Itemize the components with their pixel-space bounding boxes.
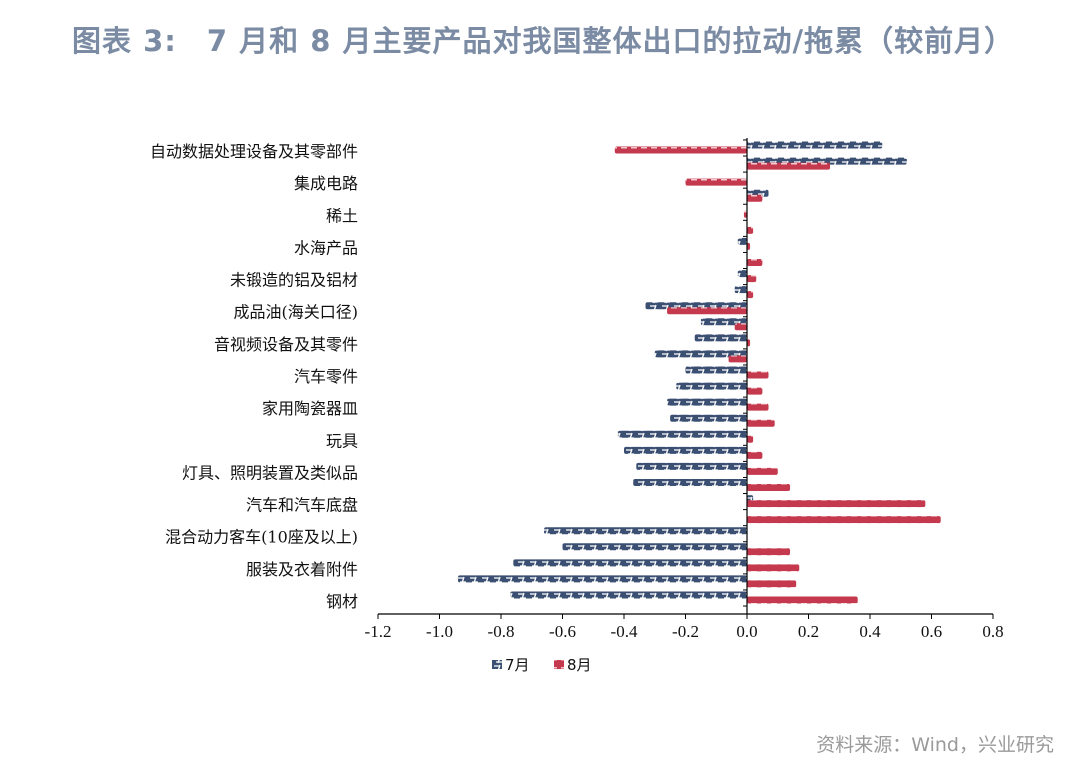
bar-aug-23 (747, 516, 941, 524)
bar-aug-21 (747, 484, 791, 491)
bar-aug-6 (747, 242, 751, 250)
bar-aug-15 (747, 387, 763, 395)
bar-aug-4 (743, 210, 747, 218)
x-tick-label: -0.2 (672, 622, 699, 641)
bar-jul-24 (544, 527, 747, 535)
bar-jul-15 (676, 382, 747, 390)
bar-jul-16 (667, 398, 747, 406)
bar-jul-13 (654, 350, 747, 358)
bar-aug-8 (747, 275, 757, 283)
x-tick-label: 0.4 (859, 622, 881, 641)
category-label: 未锻造的铝及铝材 (230, 271, 358, 290)
bar-aug-20 (747, 467, 778, 475)
bar-aug-28 (747, 596, 858, 604)
bar-aug-3 (747, 194, 763, 202)
bar-aug-10 (667, 307, 747, 315)
bar-jul-12 (694, 334, 747, 342)
legend-label: 7月 (505, 656, 530, 674)
bar-jul-14 (685, 366, 747, 374)
category-label: 集成电路 (294, 174, 358, 193)
bar-aug-1 (747, 162, 831, 170)
bar-aug-14 (747, 371, 769, 379)
x-tick-label: 0.6 (921, 622, 942, 641)
bar-jul-19 (624, 446, 747, 454)
bar-aug-22 (747, 500, 926, 508)
bar-aug-5 (747, 226, 754, 234)
bar-jul-28 (510, 591, 747, 599)
bar-jul-27 (457, 575, 747, 583)
bar-aug-26 (747, 564, 800, 572)
bar-jul-18 (617, 430, 747, 438)
bar-aug-9 (747, 291, 754, 299)
bar-aug-11 (734, 323, 747, 331)
bar-jul-11 (700, 318, 747, 326)
x-tick-label: -1.0 (426, 622, 453, 641)
x-tick-label: -0.4 (611, 622, 638, 641)
bar-aug-7 (747, 259, 763, 266)
x-tick-label: 0.0 (736, 622, 757, 641)
category-label: 水海产品 (294, 238, 358, 257)
bar-aug-25 (747, 548, 791, 556)
bar-aug-13 (728, 355, 747, 363)
category-label: 灯具、照明装置及类似品 (182, 463, 358, 482)
bar-aug-12 (747, 339, 751, 347)
legend-swatch (554, 660, 564, 669)
chart-title: 图表 3: 7 月和 8 月主要产品对我国整体出口的拉动/拖累（较前月） (72, 24, 1015, 58)
bar-jul-8 (737, 270, 747, 278)
bar-jul-17 (670, 414, 747, 422)
bar-aug-17 (747, 419, 775, 427)
bar-jul-25 (562, 543, 747, 551)
bar-jul-20 (636, 462, 747, 470)
x-tick-label: 0.2 (798, 622, 819, 641)
x-tick-label: -0.8 (488, 622, 515, 641)
bar-jul-0 (747, 141, 883, 149)
category-label: 玩具 (326, 431, 358, 450)
bar-jul-6 (737, 237, 747, 245)
x-tick-label: 0.8 (982, 622, 1003, 641)
legend-label: 8月 (567, 656, 592, 674)
category-label: 汽车和汽车底盘 (246, 496, 358, 515)
bar-aug-18 (747, 435, 754, 443)
legend-swatch (492, 660, 502, 669)
bar-jul-26 (513, 559, 747, 567)
x-tick-label: -0.6 (549, 622, 576, 641)
category-label: 钢材 (326, 592, 358, 611)
category-label: 稀土 (326, 206, 358, 225)
category-label: 混合动力客车(10座及以上) (165, 528, 358, 547)
category-label: 成品油(海关口径) (234, 303, 359, 322)
legend: 7月 8月 (492, 656, 592, 674)
category-label: 家用陶瓷器皿 (262, 399, 358, 418)
source-note: 资料来源：Wind，兴业研究 (816, 734, 1054, 756)
bar-jul-21 (633, 479, 747, 486)
bar-aug-2 (685, 178, 747, 186)
bar-aug-16 (747, 403, 769, 411)
category-label: 服装及衣着附件 (246, 560, 358, 579)
x-tick-label: -1.2 (365, 622, 392, 641)
category-label: 自动数据处理设备及其零部件 (150, 142, 358, 161)
category-label: 汽车零件 (294, 367, 358, 386)
bar-aug-27 (747, 580, 797, 588)
bar-jul-9 (734, 286, 747, 294)
category-label: 音视频设备及其零件 (214, 335, 358, 354)
bar-aug-19 (747, 451, 763, 459)
bar-aug-0 (614, 146, 747, 154)
